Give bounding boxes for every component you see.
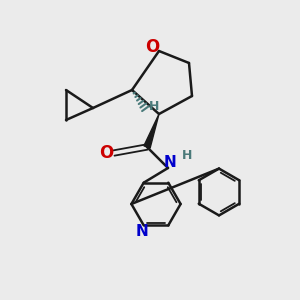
Polygon shape bbox=[144, 114, 159, 148]
Text: H: H bbox=[149, 100, 159, 113]
Text: H: H bbox=[182, 149, 192, 162]
Text: O: O bbox=[99, 144, 114, 162]
Text: N: N bbox=[136, 224, 148, 239]
Text: O: O bbox=[145, 38, 160, 56]
Text: N: N bbox=[164, 155, 177, 170]
